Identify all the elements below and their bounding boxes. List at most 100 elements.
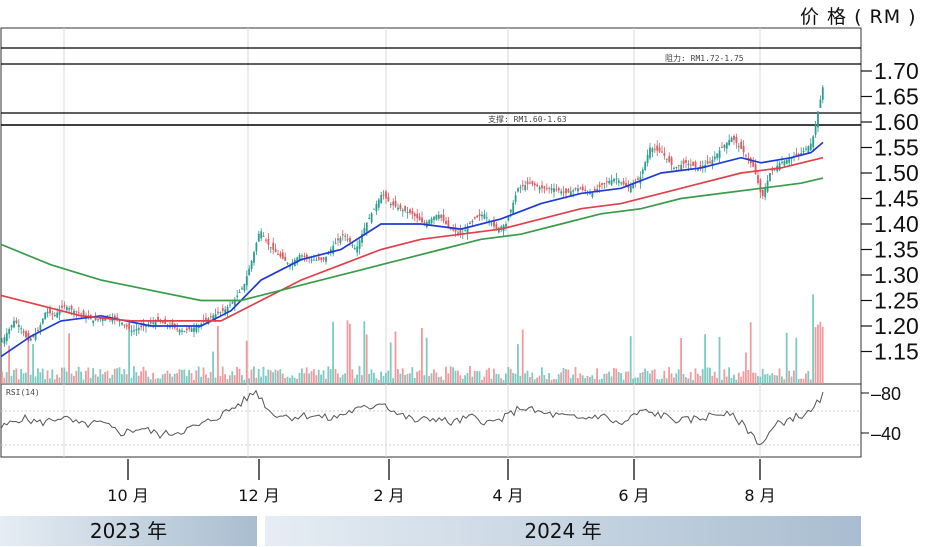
candle-body [250,260,253,269]
volume-bar [265,375,267,384]
volume-bar [221,366,224,384]
volume-bar [766,373,769,384]
volume-bar [423,375,426,384]
volume-bar [778,368,781,384]
volume-bar [526,370,529,384]
candle-body [615,178,618,180]
candle-body [689,164,692,166]
volume-bar [694,368,697,384]
candle-body [428,220,431,225]
candle-body [601,183,603,185]
volume-bar [411,367,414,384]
candle-body [440,214,443,218]
candle-body [313,259,315,261]
candle-body [361,234,363,243]
candle-body [466,227,469,234]
volume-bar [557,374,560,384]
candle-body [51,313,54,315]
candle-body [752,161,755,167]
candle-body [77,312,80,314]
volume-bar [742,371,745,384]
volume-bar [353,378,356,384]
volume-bar [709,367,711,384]
volume-bar [320,374,322,384]
volume-bar [562,367,565,384]
candle-body [149,321,152,324]
volume-bar [430,373,433,384]
price-unit-label: 价 格 ( RM ) [800,6,917,28]
volume-bar [452,367,454,384]
volume-bar [759,376,762,384]
volume-bar [301,368,303,384]
candle-body [665,158,668,160]
candle-body [1,341,3,343]
candle-body [123,324,126,326]
volume-bar [793,370,795,384]
candle-body [572,190,575,192]
volume-bar [137,375,140,384]
candle-body [771,169,774,171]
volume-bar [123,369,126,384]
volume-bar [207,377,210,384]
candle-body [706,160,709,164]
candle-body [181,330,183,332]
volume-bar [718,336,721,384]
candle-body [380,194,383,204]
candle-body [557,188,560,191]
volume-bar [517,344,519,384]
volume-bar [253,366,255,384]
candle-body [269,247,272,249]
candle-body [457,232,459,234]
volume-bar [500,378,502,384]
candle-body [596,188,599,192]
volume-bar [560,372,562,384]
candle-body [221,307,224,312]
volume-bar [548,373,550,384]
month-axis: 10 月 12 月 2 月 4 月 6 月 8 月 [107,459,776,505]
candle-body [53,314,56,316]
candle-body [75,311,78,313]
volume-bar [61,367,63,384]
candle-body [485,217,488,219]
candle-body [658,147,661,152]
volume-bar [356,374,358,384]
volume-bar [769,375,771,384]
volume-bar [478,371,481,384]
volume-bar [217,325,219,384]
volume-bar [773,375,776,384]
candle-body [310,259,313,261]
volume-bar [344,373,346,384]
candle-body [178,329,181,333]
candle-body [687,163,690,166]
price-tick-label: 1.35 [874,237,919,263]
volume-bar [85,370,87,384]
volume-bar [509,368,512,384]
volume-bar [421,327,423,384]
volume-bar [104,372,106,384]
volume-bar [538,375,541,384]
volume-bar [214,377,217,384]
volume-bar [193,379,195,384]
volume-bar [101,374,104,384]
volume-bar [495,373,498,384]
volume-bar [109,378,111,384]
candle-body [584,189,587,191]
candle-body [10,324,13,328]
volume-bar [382,375,385,384]
volume-bar [749,322,752,384]
volume-bar [433,369,435,384]
candle-body [80,313,83,315]
candle-body [541,185,543,189]
candle-body [248,268,251,276]
volume-bar [195,370,198,384]
candle-body [94,317,97,321]
volume-bar [317,369,320,384]
volume-bar [589,376,591,384]
volume-bar [687,378,690,384]
candle-body [445,220,447,224]
volume-bar [682,374,685,384]
volume-bar [236,366,238,384]
candle-body [303,255,306,257]
volume-bar [164,373,166,384]
